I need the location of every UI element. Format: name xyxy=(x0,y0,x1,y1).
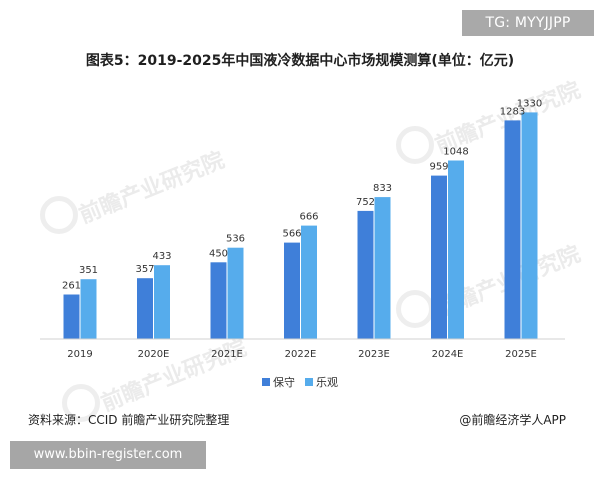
x-tick-label-2024E: 2024E xyxy=(432,349,464,360)
data-label-conservative-2019: 261 xyxy=(62,281,81,292)
bar-conservative-2021E xyxy=(210,262,227,339)
data-label-optimistic-2019: 351 xyxy=(79,265,98,276)
bar-optimistic-2025E xyxy=(521,112,538,340)
bar-optimistic-2021E xyxy=(227,247,244,339)
credit-note: @前瞻经济学人APP xyxy=(459,413,566,427)
data-label-optimistic-2022E: 666 xyxy=(299,212,318,223)
data-label-conservative-2022E: 566 xyxy=(282,229,301,240)
data-label-conservative-2021E: 450 xyxy=(209,248,228,259)
bar-conservative-2020E xyxy=(137,278,153,339)
watermark-logo-icon xyxy=(396,126,434,164)
tg-badge: TG: MYYJJPP xyxy=(462,10,594,36)
legend-item-optimistic: 乐观 xyxy=(305,374,338,390)
site-badge: www.bbin-register.com xyxy=(10,441,206,469)
legend-label-conservative: 保守 xyxy=(273,376,295,389)
x-tick-label-2019: 2019 xyxy=(67,349,92,360)
data-label-optimistic-2025E: 1330 xyxy=(517,98,542,109)
bar-optimistic-2019 xyxy=(80,279,97,339)
data-label-optimistic-2020E: 433 xyxy=(152,251,171,262)
data-label-optimistic-2024E: 1048 xyxy=(443,147,468,158)
data-label-optimistic-2021E: 536 xyxy=(226,234,245,245)
legend-swatch-conservative xyxy=(262,378,270,386)
legend-swatch-optimistic xyxy=(305,378,313,386)
data-label-optimistic-2023E: 833 xyxy=(373,183,392,194)
watermark-logo-icon xyxy=(62,384,100,422)
data-label-conservative-2024E: 959 xyxy=(429,162,448,173)
watermark-logo-icon xyxy=(40,196,78,234)
data-label-conservative-2023E: 752 xyxy=(356,197,375,208)
x-tick-label-2022E: 2022E xyxy=(285,349,317,360)
x-tick-label-2025E: 2025E xyxy=(505,349,537,360)
x-tick-label-2023E: 2023E xyxy=(358,349,390,360)
data-label-conservative-2025E: 1283 xyxy=(500,106,525,117)
bar-conservative-2022E xyxy=(284,242,300,339)
data-label-conservative-2020E: 357 xyxy=(135,264,154,275)
bar-conservative-2025E xyxy=(504,120,521,340)
bar-optimistic-2020E xyxy=(154,265,170,339)
bar-optimistic-2022E xyxy=(301,225,317,339)
chart-title: 图表5：2019-2025年中国液冷数据中心市场规模测算(单位：亿元) xyxy=(85,53,515,69)
bar-conservative-2019 xyxy=(63,294,80,339)
legend-item-conservative: 保守 xyxy=(262,374,295,390)
legend-label-optimistic: 乐观 xyxy=(316,376,338,389)
bar-optimistic-2024E xyxy=(448,160,464,339)
legend: 保守 乐观 xyxy=(262,374,348,390)
bar-optimistic-2023E xyxy=(374,197,391,339)
x-tick-label-2020E: 2020E xyxy=(138,349,170,360)
bar-conservative-2024E xyxy=(431,175,447,339)
bar-conservative-2023E xyxy=(357,210,374,339)
source-note: 资料来源：CCID 前瞻产业研究院整理 xyxy=(28,413,230,427)
x-tick-label-2021E: 2021E xyxy=(211,349,243,360)
